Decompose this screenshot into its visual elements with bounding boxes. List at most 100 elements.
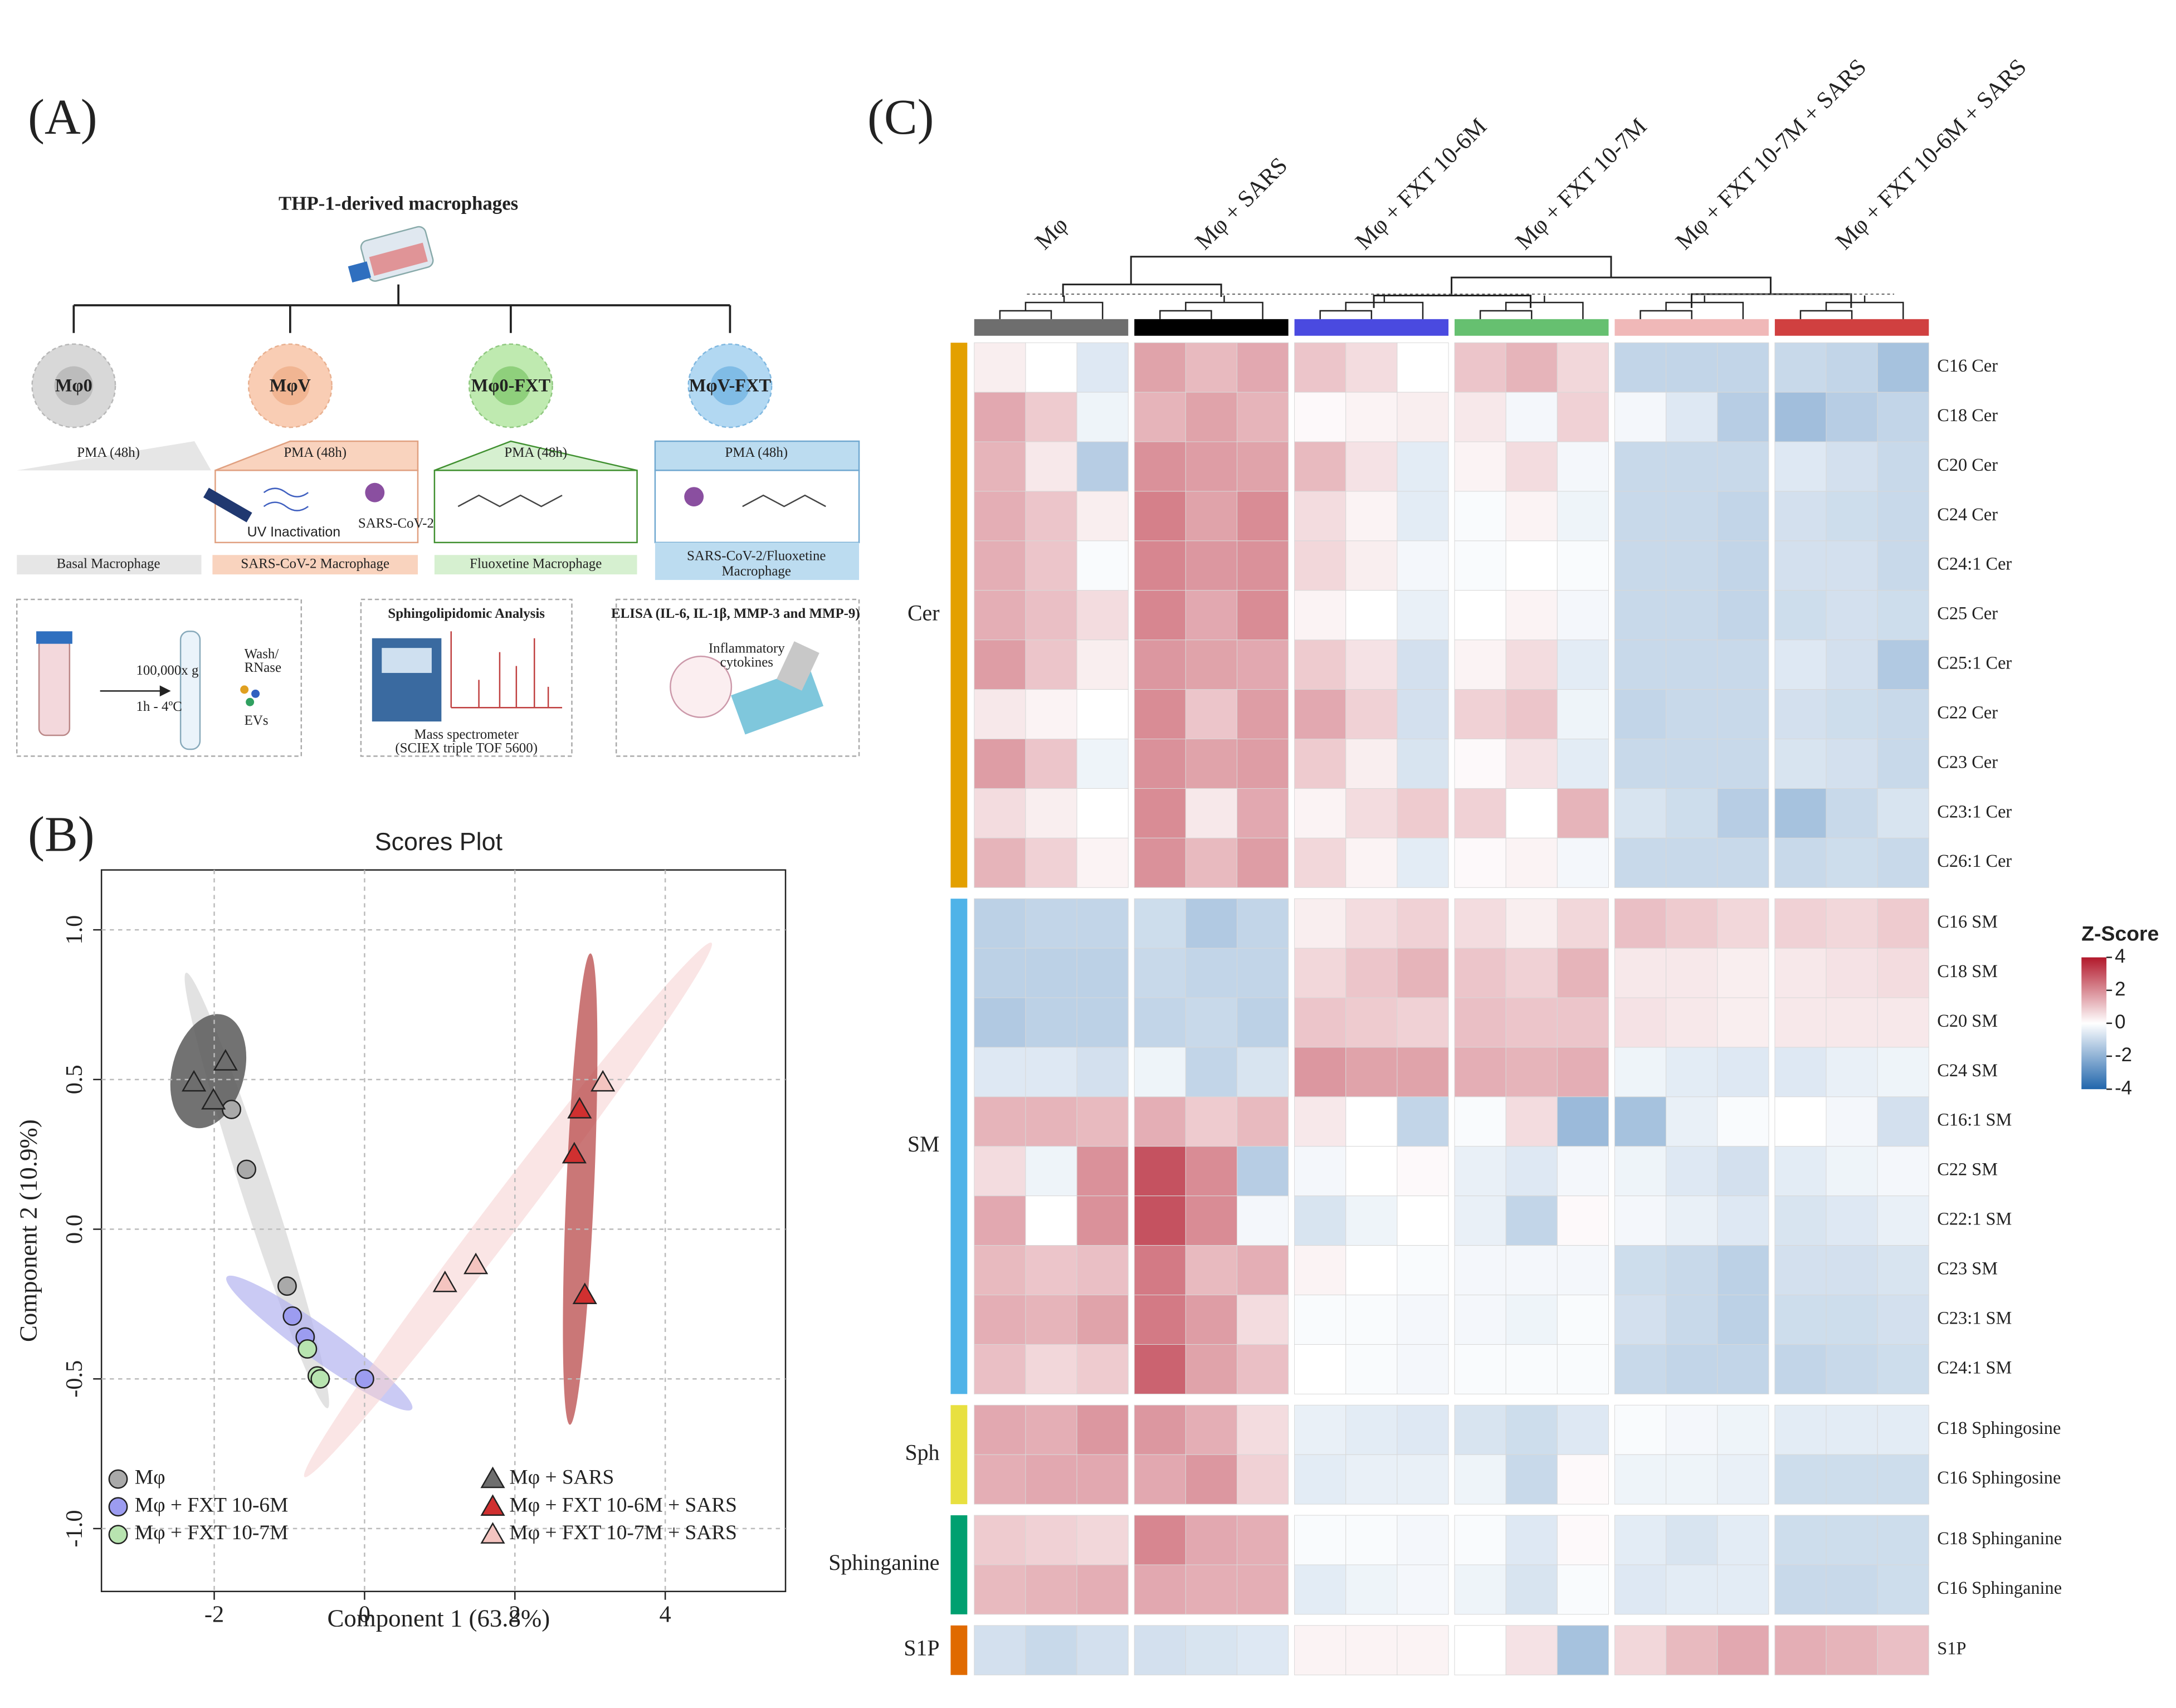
cell	[1717, 1454, 1769, 1505]
cell	[1505, 1515, 1558, 1565]
cell	[1025, 997, 1077, 1048]
cell	[1614, 1295, 1667, 1345]
cell	[1774, 1245, 1827, 1296]
cell	[1345, 1047, 1398, 1097]
row-label: C22 Cer	[1937, 702, 1998, 723]
dendrogram-branch	[1479, 295, 1584, 319]
cell	[1614, 1096, 1667, 1147]
cell	[1236, 590, 1289, 641]
cell	[974, 898, 1026, 949]
cell	[1666, 342, 1718, 393]
cell	[1397, 837, 1449, 888]
column-label: Mφ + SARS	[1190, 152, 1292, 255]
cell	[1774, 1404, 1827, 1455]
cell	[1614, 689, 1667, 740]
cell	[974, 342, 1026, 393]
cell	[1397, 788, 1449, 838]
row-label: C23:1 SM	[1937, 1308, 2012, 1328]
row-label: C24 SM	[1937, 1061, 1998, 1081]
cell	[1505, 1454, 1558, 1505]
row-label: C16 SM	[1937, 912, 1998, 932]
cell	[1557, 590, 1609, 641]
cell	[1397, 948, 1449, 998]
cell	[1666, 788, 1718, 838]
cell	[1557, 540, 1609, 591]
row-label: C24:1 SM	[1937, 1358, 2012, 1378]
cell	[974, 1515, 1026, 1565]
cell	[1236, 491, 1289, 541]
cell	[1294, 1047, 1346, 1097]
cell	[1185, 1515, 1237, 1565]
cell	[1397, 1515, 1449, 1565]
molecule	[457, 494, 563, 507]
cell	[1505, 640, 1558, 690]
cell	[1666, 948, 1718, 998]
cell	[1134, 1245, 1186, 1296]
cell	[1236, 739, 1289, 789]
cell	[1877, 997, 1929, 1048]
cell	[1557, 1515, 1609, 1565]
cell	[1877, 689, 1929, 740]
cell	[974, 441, 1026, 492]
cell	[1185, 1047, 1237, 1097]
ms-text: (SCIEX triple TOF 5600)	[395, 741, 538, 756]
cell	[1826, 491, 1878, 541]
cell	[1454, 788, 1506, 838]
cell	[1025, 788, 1077, 838]
row-group-bar	[950, 1405, 968, 1505]
cell	[1294, 1454, 1346, 1505]
cell	[1236, 1047, 1289, 1097]
cell	[1717, 837, 1769, 888]
cell	[1454, 1245, 1506, 1296]
cell	[1666, 1454, 1718, 1505]
cell	[974, 739, 1026, 789]
row-label: C25 Cer	[1937, 604, 1998, 624]
cell	[1717, 1096, 1769, 1147]
cell	[1025, 640, 1077, 690]
dendrogram	[1027, 256, 1895, 308]
cell	[1454, 1295, 1506, 1345]
panel-label: (B)	[28, 807, 95, 862]
cell	[1614, 342, 1667, 393]
cell	[1877, 898, 1929, 949]
cell	[1236, 1515, 1289, 1565]
cell	[1185, 640, 1237, 690]
cell	[974, 540, 1026, 591]
row-label: C24:1 Cer	[1937, 554, 2012, 574]
cell	[1826, 342, 1878, 393]
point	[562, 1141, 587, 1164]
cell	[974, 1344, 1026, 1394]
cell	[1076, 689, 1129, 740]
cell	[1025, 1295, 1077, 1345]
point	[310, 1369, 330, 1389]
cell	[1774, 491, 1827, 541]
cell	[1505, 491, 1558, 541]
cell	[1826, 1344, 1878, 1394]
cell	[1877, 788, 1929, 838]
cell	[1454, 491, 1506, 541]
cell	[1454, 342, 1506, 393]
cell	[1397, 392, 1449, 442]
diagram-title: THP-1-derived macrophages	[279, 193, 518, 214]
cell	[1717, 1404, 1769, 1455]
row-group-bar	[950, 1515, 968, 1614]
cell	[1134, 590, 1186, 641]
treatment: PMA (48h)	[725, 445, 788, 460]
cell	[1076, 898, 1129, 949]
cell	[1345, 1454, 1398, 1505]
schematic: THP-1-derived macrophages	[16, 193, 860, 757]
row-label: C20 SM	[1937, 1011, 1998, 1031]
legend-label: Mφ	[135, 1466, 165, 1489]
cell	[1717, 392, 1769, 442]
cell	[1614, 1047, 1667, 1097]
cell	[1294, 837, 1346, 888]
cell	[1717, 1295, 1769, 1345]
cell	[1236, 540, 1289, 591]
cell	[1614, 997, 1667, 1048]
cell	[1557, 1404, 1609, 1455]
row-label: C22:1 SM	[1937, 1209, 2012, 1229]
cell	[1826, 1404, 1878, 1455]
cell	[1345, 1245, 1398, 1296]
cell	[1236, 1344, 1289, 1394]
cell	[1025, 1096, 1077, 1147]
